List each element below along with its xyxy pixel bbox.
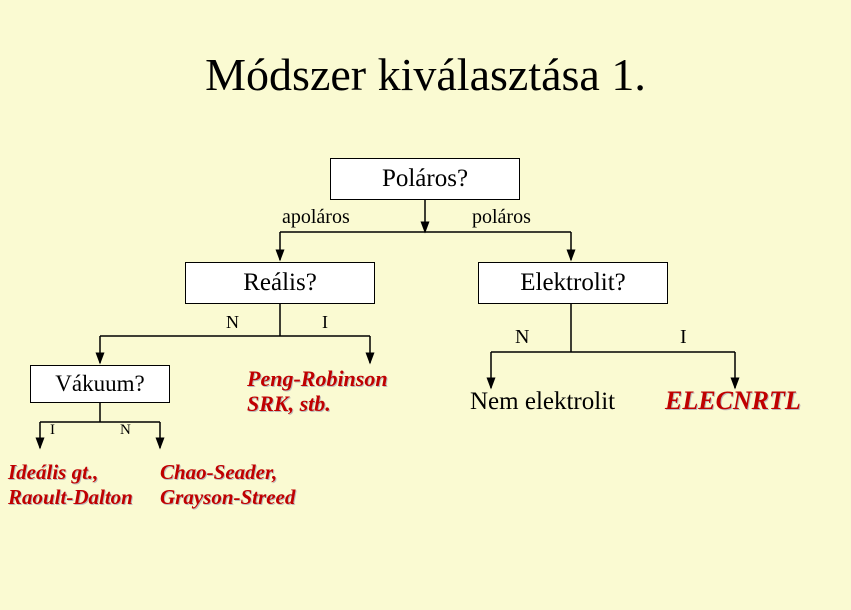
leaf-idealis: Ideális gt., Raoult-Dalton xyxy=(8,460,133,510)
node-polaros: Poláros? xyxy=(330,158,520,200)
node-realis: Reális? xyxy=(185,262,375,304)
leaf-chao-line1: Chao-Seader, xyxy=(160,460,277,484)
leaf-chao-line2: Grayson-Streed xyxy=(160,485,295,509)
leaf-chao-seader: Chao-Seader, Grayson-Streed xyxy=(160,460,295,510)
leaf-peng-line1: Peng-Robinson xyxy=(247,366,388,391)
edge-label-elek-i: I xyxy=(680,326,687,349)
node-vakuum-label: Vákuum? xyxy=(55,371,144,397)
edge-label-realis-n: N xyxy=(226,312,239,333)
leaf-nem-elektrolit: Nem elektrolit xyxy=(470,388,615,416)
edge-label-realis-i: I xyxy=(322,312,328,333)
page-title: Módszer kiválasztása 1. xyxy=(0,48,851,101)
edge-label-apolaros: apoláros xyxy=(282,206,350,229)
node-realis-label: Reális? xyxy=(243,269,317,297)
leaf-idealis-line1: Ideális gt., xyxy=(8,460,98,484)
node-elektrolit-label: Elektrolit? xyxy=(520,269,626,297)
leaf-idealis-line2: Raoult-Dalton xyxy=(8,485,133,509)
edge-label-elek-n: N xyxy=(515,326,529,349)
edge-label-vakuum-n: N xyxy=(120,422,131,439)
node-vakuum: Vákuum? xyxy=(30,365,170,403)
node-elektrolit: Elektrolit? xyxy=(478,262,668,304)
edge-label-vakuum-i: I xyxy=(50,422,55,439)
edge-label-polaros: poláros xyxy=(472,206,531,229)
leaf-peng-line2: SRK, stb. xyxy=(247,391,331,416)
leaf-peng-robinson: Peng-Robinson SRK, stb. xyxy=(247,366,388,417)
leaf-elecnrtl: ELECNRTL xyxy=(665,386,801,416)
node-polaros-label: Poláros? xyxy=(382,165,468,193)
flowchart-canvas: Módszer kiválasztása 1. xyxy=(0,0,851,610)
